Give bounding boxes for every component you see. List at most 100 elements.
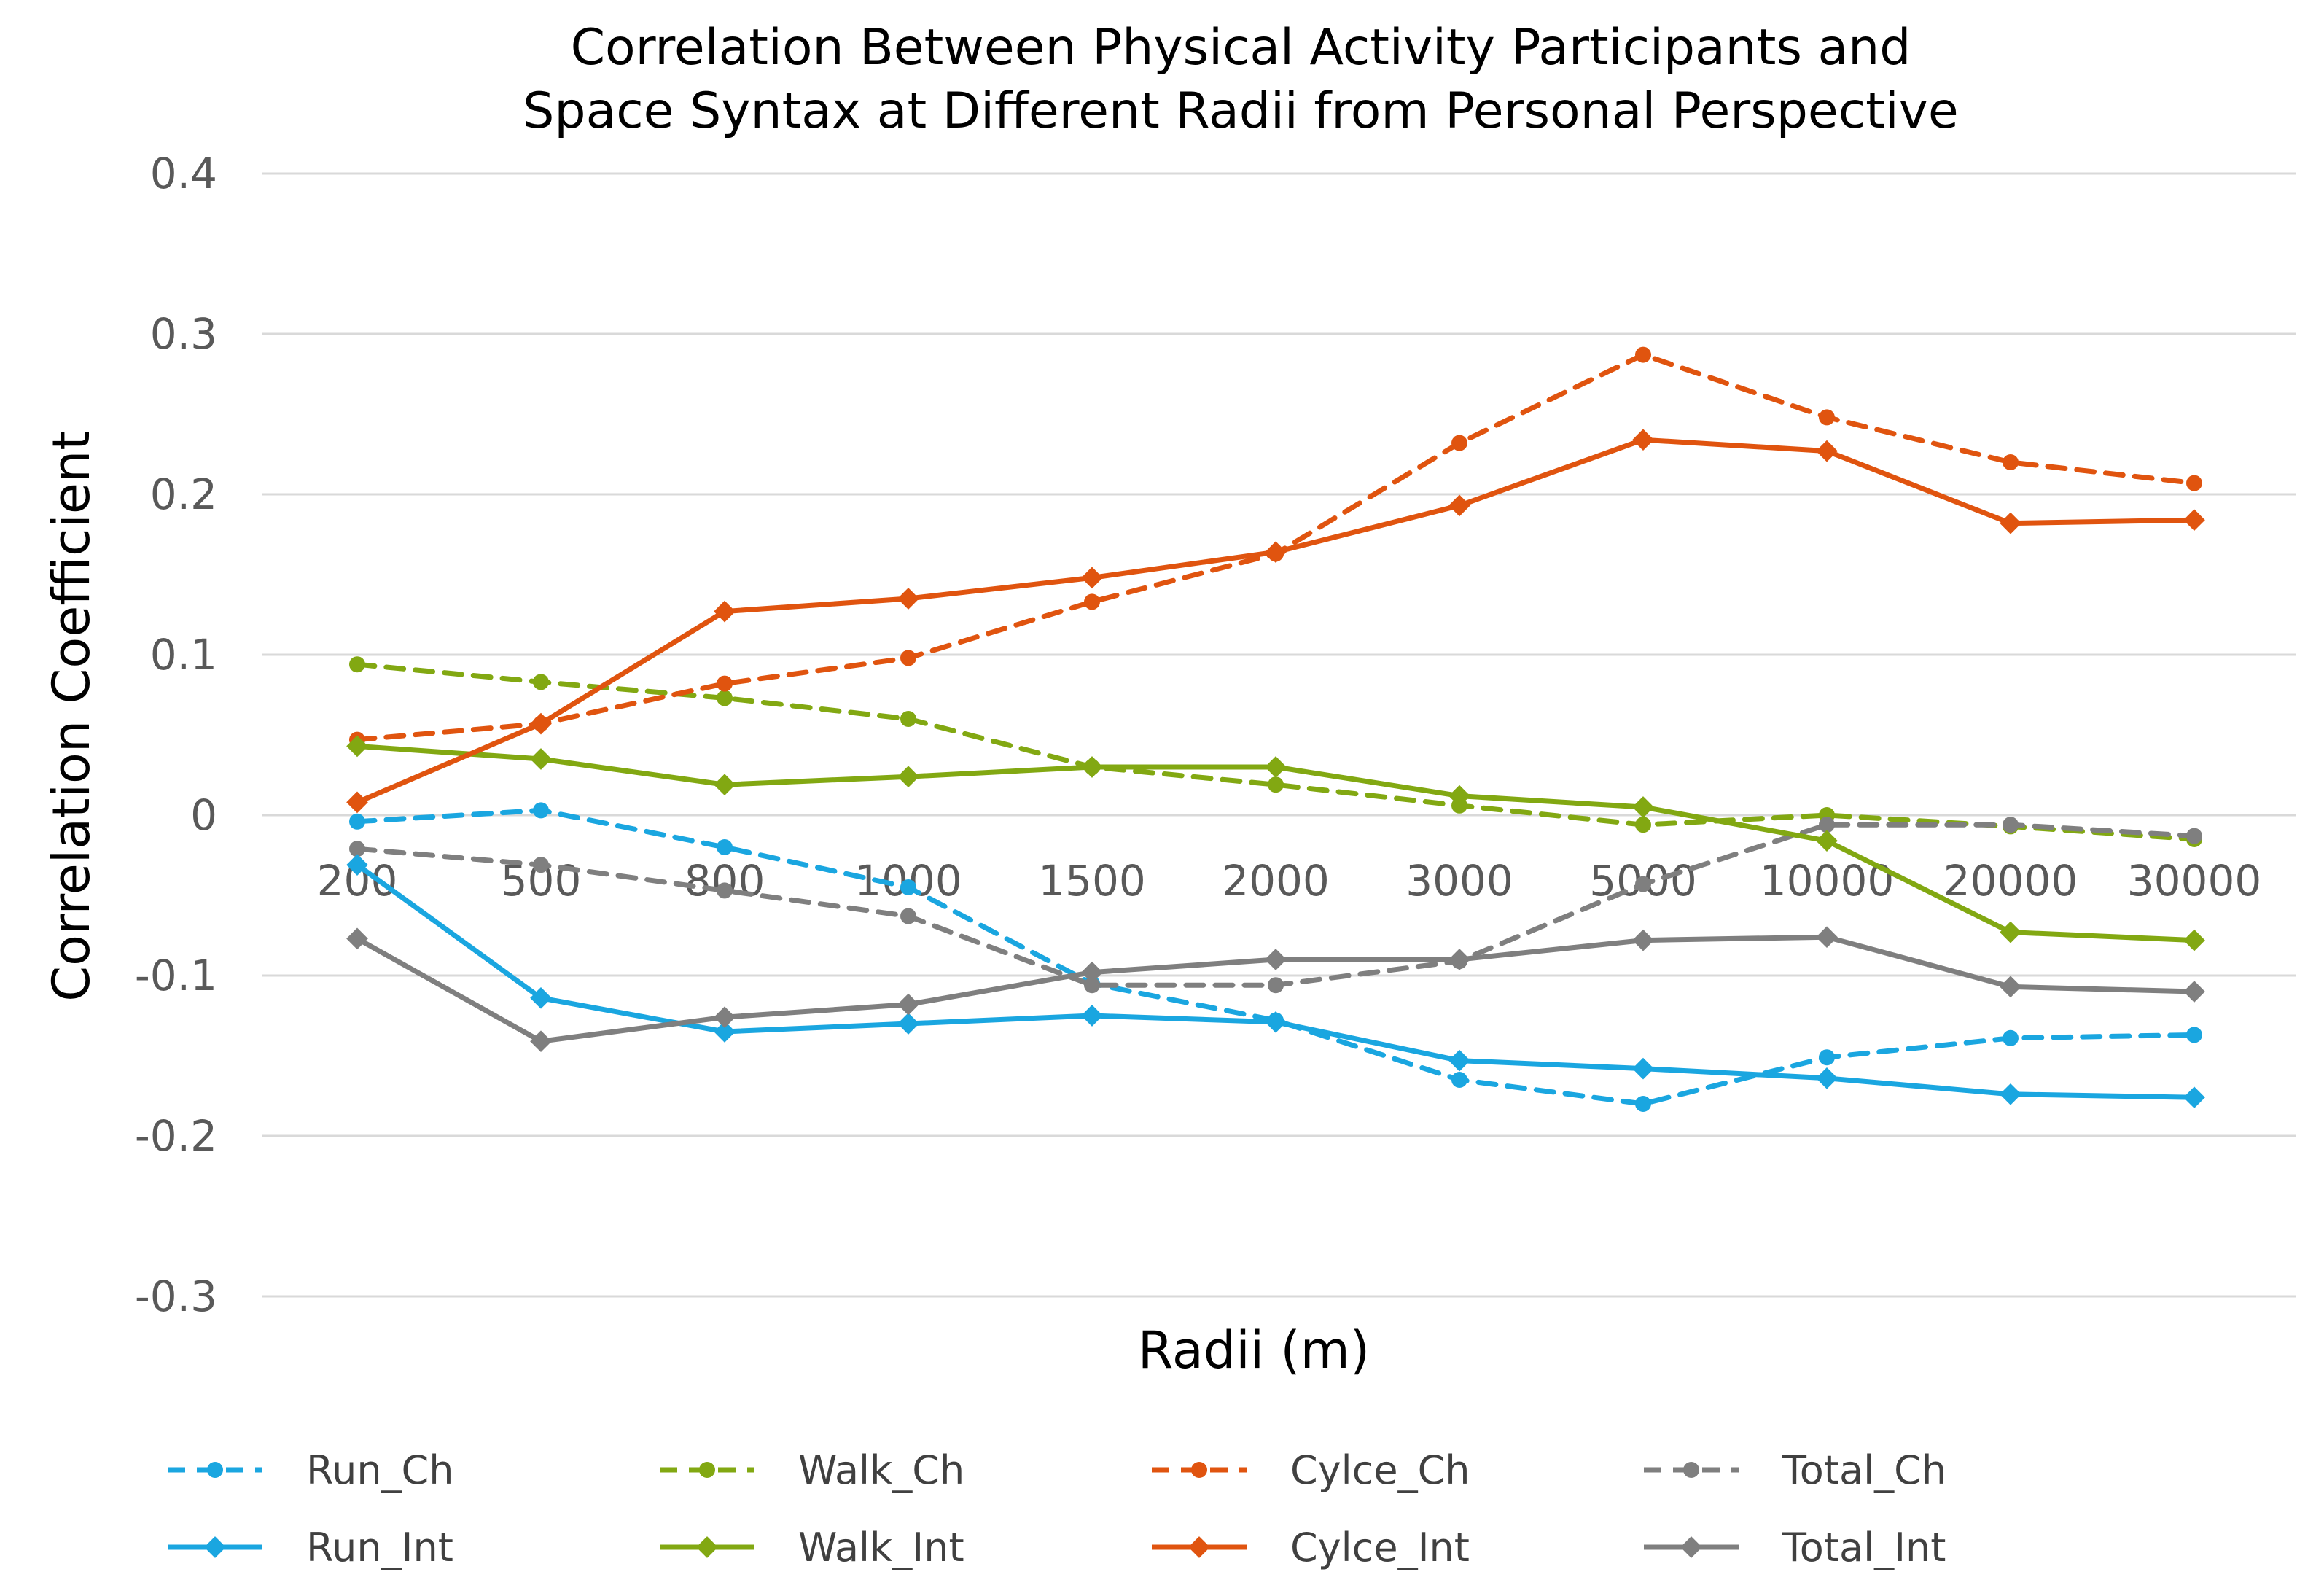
data-point-run-ch bbox=[2186, 1027, 2202, 1043]
data-point-walk-int bbox=[530, 748, 552, 770]
legend-marker-walk-int bbox=[696, 1536, 718, 1558]
data-point-cylce-int bbox=[346, 791, 368, 814]
legend-label: Walk_Ch bbox=[798, 1447, 964, 1493]
data-point-walk-ch bbox=[1635, 817, 1651, 833]
legend-marker-run-ch bbox=[207, 1462, 223, 1478]
data-point-cylce-ch bbox=[1451, 435, 1467, 451]
data-point-run-int bbox=[346, 854, 368, 876]
legend-item-total-int: Total_Int bbox=[1644, 1525, 1946, 1570]
data-point-cylce-ch bbox=[1084, 593, 1100, 610]
data-point-cylce-int bbox=[1265, 541, 1287, 564]
legend-label: Total_Int bbox=[1782, 1525, 1946, 1570]
data-point-total-ch bbox=[1819, 817, 1835, 833]
data-point-walk-int bbox=[1265, 756, 1287, 778]
y-tick-label: 0.2 bbox=[150, 470, 217, 519]
legend-item-cylce-int: Cylce_Int bbox=[1152, 1525, 1470, 1570]
data-point-walk-ch bbox=[533, 674, 549, 690]
data-point-walk-int bbox=[1081, 756, 1103, 778]
data-point-total-int bbox=[1632, 929, 1654, 951]
y-tick-label: 0.4 bbox=[150, 149, 217, 198]
data-point-total-int bbox=[346, 927, 368, 950]
data-point-cylce-int bbox=[1081, 567, 1103, 589]
data-point-run-int bbox=[1816, 1067, 1838, 1089]
data-point-total-ch bbox=[349, 841, 365, 857]
data-point-run-int bbox=[530, 986, 552, 1009]
data-point-cylce-int bbox=[530, 712, 552, 735]
chart-title-line-2: Space Syntax at Different Radii from Per… bbox=[523, 82, 1958, 140]
series-run-ch bbox=[349, 802, 2202, 1112]
data-point-cylce-int bbox=[714, 600, 736, 623]
legend-item-walk-int: Walk_Int bbox=[660, 1525, 964, 1570]
legend-label: Run_Ch bbox=[306, 1447, 453, 1493]
y-axis-title: Correlation Coefficient bbox=[42, 430, 101, 1002]
data-point-walk-int bbox=[1816, 830, 1838, 852]
data-point-walk-int bbox=[2183, 929, 2205, 951]
data-point-cylce-int bbox=[897, 588, 919, 610]
chart-title-line-1: Correlation Between Physical Activity Pa… bbox=[571, 19, 1911, 77]
data-point-total-ch bbox=[1084, 977, 1100, 994]
legend-marker-run-int bbox=[204, 1536, 226, 1558]
data-point-walk-ch bbox=[900, 711, 916, 727]
data-point-cylce-ch bbox=[1635, 346, 1651, 363]
data-point-run-ch bbox=[1451, 1072, 1467, 1088]
data-point-walk-int bbox=[1632, 796, 1654, 818]
legend-label: Cylce_Int bbox=[1290, 1525, 1470, 1570]
data-point-run-ch bbox=[1819, 1049, 1835, 1066]
data-point-run-int bbox=[2000, 1083, 2021, 1105]
legend-marker-total-ch bbox=[1683, 1462, 1699, 1478]
data-point-run-ch bbox=[717, 839, 733, 855]
data-point-run-int bbox=[1081, 1005, 1103, 1027]
legend-label: Cylce_Ch bbox=[1290, 1447, 1470, 1493]
legend-item-total-ch: Total_Ch bbox=[1644, 1447, 1946, 1493]
data-point-walk-int bbox=[1448, 785, 1470, 807]
data-point-run-int bbox=[1265, 1011, 1287, 1033]
y-tick-label: -0.2 bbox=[135, 1111, 217, 1161]
data-point-cylce-int bbox=[1448, 494, 1470, 517]
data-point-run-ch bbox=[2003, 1029, 2019, 1046]
data-point-walk-ch bbox=[717, 690, 733, 706]
data-point-total-ch bbox=[1268, 977, 1284, 994]
data-point-run-int bbox=[897, 1013, 919, 1035]
data-point-walk-int bbox=[2000, 921, 2021, 943]
data-point-total-int bbox=[897, 993, 919, 1016]
data-point-run-int bbox=[714, 1021, 736, 1043]
legend-item-cylce-ch: Cylce_Ch bbox=[1152, 1447, 1470, 1493]
data-point-walk-int bbox=[897, 766, 919, 788]
x-tick-label: 30000 bbox=[2127, 856, 2262, 906]
series-cylce-int bbox=[346, 429, 2205, 814]
data-point-cylce-int bbox=[1632, 429, 1654, 451]
y-axis-tick-labels: 0.4 0.3 0.2 0.1 0 -0.1 -0.2 -0.3 bbox=[135, 149, 217, 1321]
data-point-cylce-int bbox=[2000, 512, 2021, 534]
data-point-total-int bbox=[1265, 949, 1287, 970]
series-layer bbox=[346, 346, 2205, 1112]
data-point-total-ch bbox=[900, 908, 916, 924]
series-total-int bbox=[346, 926, 2205, 1053]
legend-marker-cylce-ch bbox=[1191, 1462, 1207, 1478]
legend-marker-total-int bbox=[1680, 1536, 1702, 1558]
data-point-cylce-int bbox=[1816, 440, 1838, 462]
data-point-total-int bbox=[1448, 949, 1470, 970]
series-line-run-ch bbox=[354, 807, 2197, 1107]
data-point-cylce-ch bbox=[717, 675, 733, 692]
data-point-walk-ch bbox=[349, 656, 365, 673]
data-point-run-int bbox=[1448, 1049, 1470, 1072]
y-tick-label: -0.3 bbox=[135, 1272, 217, 1321]
data-point-total-int bbox=[2000, 976, 2021, 998]
x-tick-label: 1500 bbox=[1038, 856, 1146, 906]
data-point-total-ch bbox=[533, 857, 549, 873]
series-walk-int bbox=[346, 735, 2205, 951]
series-line-walk-ch bbox=[354, 661, 2197, 842]
data-point-cylce-ch bbox=[2003, 454, 2019, 470]
legend-label: Walk_Int bbox=[798, 1525, 964, 1570]
x-tick-label: 20000 bbox=[1943, 856, 2078, 906]
data-point-cylce-ch bbox=[2186, 475, 2202, 491]
data-point-cylce-ch bbox=[900, 650, 916, 666]
data-point-run-int bbox=[1632, 1057, 1654, 1080]
data-point-run-ch bbox=[900, 879, 916, 895]
data-point-total-ch bbox=[717, 882, 733, 899]
legend-item-run-int: Run_Int bbox=[168, 1525, 453, 1570]
data-point-total-ch bbox=[1635, 876, 1651, 892]
data-point-run-ch bbox=[1635, 1096, 1651, 1112]
gridlines bbox=[262, 172, 2296, 1298]
